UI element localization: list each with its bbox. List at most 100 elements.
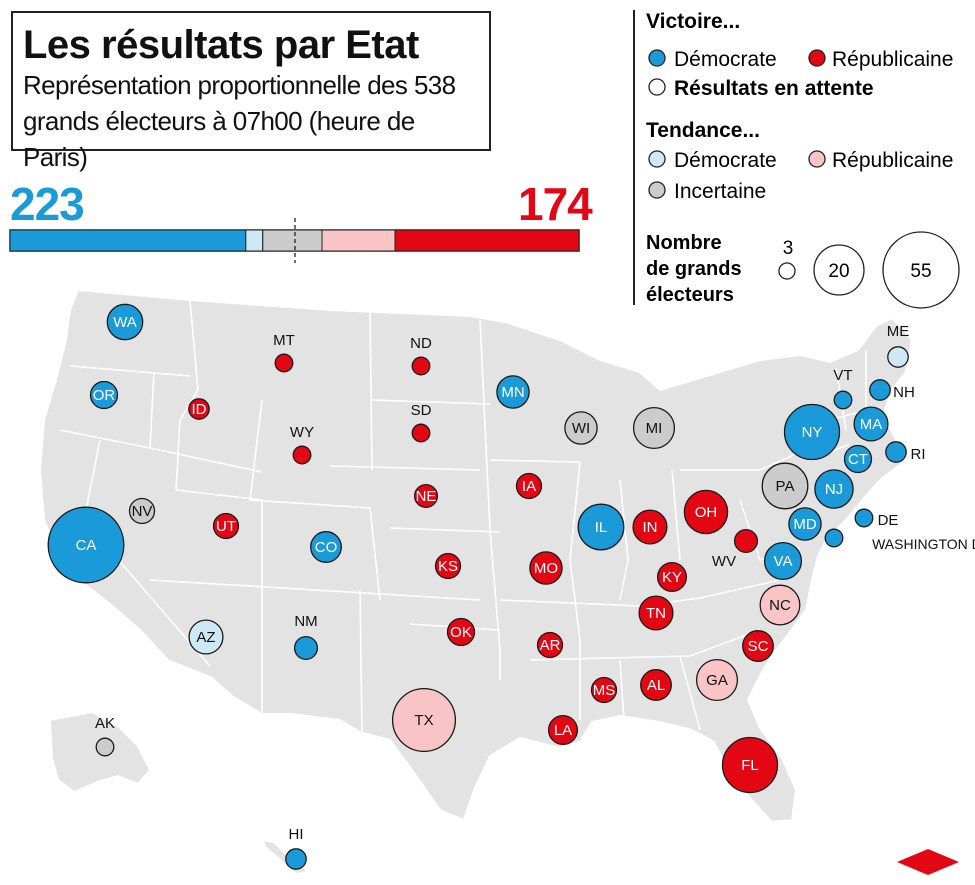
border-line bbox=[671, 469, 681, 561]
subtitle-line-1: Représentation proportionnelle des 538 bbox=[23, 70, 456, 100]
bar-segment-uncertain bbox=[262, 229, 323, 252]
legend: Victoire... Démocrate Républicaine Résul… bbox=[633, 10, 960, 309]
legend-size-circle-large bbox=[882, 231, 960, 309]
state-label-nc: NC bbox=[769, 597, 791, 614]
state-bubble-washington-dc bbox=[824, 528, 844, 548]
state-label-me: ME bbox=[887, 323, 910, 340]
state-label-sd: SD bbox=[411, 402, 432, 419]
state-label-az: AZ bbox=[196, 629, 215, 646]
border-line bbox=[369, 309, 373, 471]
bar-segment-rep_lean bbox=[321, 229, 396, 252]
state-label-wi: WI bbox=[572, 420, 590, 437]
state-bubble-wi bbox=[564, 411, 598, 445]
state-label-ok: OK bbox=[450, 624, 472, 641]
state-bubble-wy bbox=[292, 445, 312, 465]
state-bubble-ar bbox=[536, 631, 564, 659]
legend-trend-uncertain: Incertaine bbox=[674, 180, 766, 203]
state-label-co: CO bbox=[315, 539, 338, 556]
border-line bbox=[149, 371, 155, 449]
state-label-nv: NV bbox=[132, 503, 153, 520]
state-label-ut: UT bbox=[216, 518, 236, 535]
legend-size-heading-1: Nombre bbox=[646, 232, 722, 254]
legend-size-label-small: 3 bbox=[783, 238, 794, 259]
state-label-wy: WY bbox=[290, 424, 314, 441]
page-title: Les résultats par Etat bbox=[23, 23, 419, 67]
state-bubble-nc bbox=[759, 584, 801, 626]
state-label-mn: MN bbox=[501, 384, 524, 401]
legend-dem-won-swatch bbox=[648, 49, 666, 67]
state-label-mt: MT bbox=[273, 332, 295, 349]
electoral-vote-bar bbox=[9, 218, 580, 263]
state-label-oh: OH bbox=[695, 504, 718, 521]
state-bubble-ne bbox=[413, 483, 439, 509]
state-bubble-sc bbox=[742, 630, 774, 662]
state-label-nm: NM bbox=[294, 613, 317, 630]
state-label-md: MD bbox=[793, 516, 816, 533]
state-label-al: AL bbox=[647, 677, 665, 694]
border-line bbox=[389, 527, 501, 533]
state-bubble-mt bbox=[274, 353, 294, 373]
state-label-ct: CT bbox=[848, 451, 868, 468]
state-bubble-ri bbox=[885, 441, 907, 463]
legend-victory-heading: Victoire... bbox=[646, 10, 740, 33]
us-landmass bbox=[38, 288, 914, 876]
border-line bbox=[329, 465, 481, 471]
border-line bbox=[371, 399, 491, 405]
state-bubble-ny bbox=[783, 403, 841, 461]
state-bubble-de bbox=[854, 508, 874, 528]
state-label-tn: TN bbox=[646, 605, 666, 622]
state-bubble-mi bbox=[632, 406, 676, 450]
legend-uncertain-swatch bbox=[648, 181, 666, 199]
legend-dem-lean-swatch bbox=[648, 150, 666, 168]
state-label-ma: MA bbox=[860, 416, 883, 433]
state-label-nj: NJ bbox=[825, 481, 843, 498]
subtitle-line-2: grands électeurs à 07h00 (heure de Paris… bbox=[23, 106, 415, 172]
legend-trend-dem: Démocrate bbox=[674, 149, 777, 172]
border-line bbox=[149, 579, 481, 601]
state-label-ak: AK bbox=[95, 715, 115, 732]
state-bubble-ks bbox=[434, 552, 462, 580]
state-bubble-ca bbox=[47, 506, 125, 584]
state-bubble-co bbox=[310, 531, 342, 563]
state-bubble-mo bbox=[529, 551, 563, 585]
state-bubble-al bbox=[640, 669, 672, 701]
state-bubble-fl bbox=[721, 736, 779, 794]
state-bubble-ia bbox=[515, 472, 543, 500]
state-label-va: VA bbox=[774, 553, 793, 570]
legend-size-circle-small bbox=[778, 262, 796, 280]
state-bubble-hi bbox=[285, 848, 307, 870]
bar-segment-dem_won bbox=[9, 229, 247, 252]
bar-segments bbox=[9, 229, 580, 252]
state-label-ny: NY bbox=[802, 424, 823, 441]
border-line bbox=[479, 319, 501, 680]
state-label-tx: TX bbox=[414, 712, 433, 729]
state-bubble-va bbox=[763, 541, 803, 581]
state-label-la: LA bbox=[554, 722, 572, 739]
state-bubble-wv bbox=[733, 528, 759, 554]
state-bubble-tx bbox=[391, 687, 457, 753]
border-line bbox=[529, 629, 761, 661]
state-bubble-ms bbox=[590, 676, 618, 704]
legend-size-label-large: 55 bbox=[910, 261, 931, 282]
state-label-id: ID bbox=[192, 401, 207, 418]
border-line bbox=[680, 451, 801, 471]
legend-rep-won-swatch bbox=[808, 49, 826, 67]
state-label-pa: PA bbox=[776, 478, 795, 495]
state-bubble-il bbox=[577, 503, 625, 551]
legend-trend-heading: Tendance... bbox=[646, 119, 760, 142]
state-label-sc: SC bbox=[748, 638, 769, 655]
state-label-ga: GA bbox=[706, 672, 728, 689]
state-label-nh: NH bbox=[893, 384, 915, 401]
state-bubble-in bbox=[632, 509, 668, 545]
state-label-ia: IA bbox=[522, 478, 536, 495]
state-bubble-ok bbox=[446, 617, 476, 647]
border-line bbox=[59, 429, 263, 473]
state-label-mi: MI bbox=[646, 420, 663, 437]
state-bubble-ma bbox=[853, 406, 889, 442]
border-line bbox=[619, 659, 625, 721]
legend-trend-rep: Républicaine bbox=[832, 149, 953, 172]
legend-size-heading-2: de grands bbox=[646, 258, 742, 280]
state-bubble-mn bbox=[496, 375, 530, 409]
